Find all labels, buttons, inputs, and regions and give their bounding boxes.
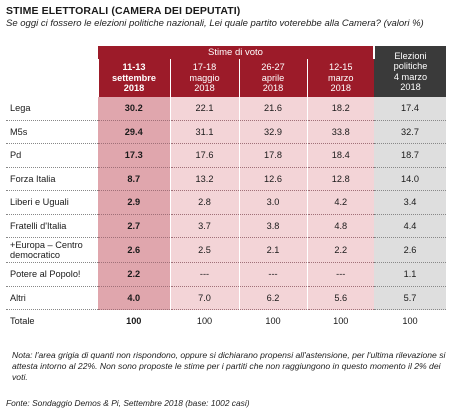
table-row: Liberi e Uguali 2.9 2.8 3.0 4.2 3.4	[6, 190, 446, 215]
total-row: Totale 100 100 100 100 100	[6, 309, 446, 333]
value-cell: 31.1	[169, 120, 239, 144]
value-cell: 22.1	[169, 97, 239, 121]
table-row: Lega 30.2 22.1 21.6 18.2 17.4	[6, 97, 446, 121]
value-cell: 2.8	[169, 190, 239, 215]
value-cell: 2.7	[98, 214, 170, 238]
party-name: Potere al Popolo!	[6, 262, 98, 287]
value-cell: 30.2	[98, 97, 170, 121]
value-cell: 17.8	[238, 143, 307, 168]
table-row: Altri 4.0 7.0 6.2 5.6 5.7	[6, 286, 446, 310]
value-cell: 4.0	[98, 286, 170, 310]
value-cell: 3.0	[238, 190, 307, 215]
elezioni-header: Elezioni politiche 4 marzo 2018	[374, 46, 446, 97]
table-row: M5s 29.4 31.1 32.9 33.8 32.7	[6, 120, 446, 144]
value-cell: 18.4	[306, 143, 374, 168]
footnote: Nota: l'area grigia di quanti non rispon…	[12, 350, 446, 382]
stime-di-voto-header: Stime di voto	[98, 46, 375, 59]
value-cell: 17.3	[98, 143, 170, 168]
column-header: 17-18 maggio 2018	[169, 59, 239, 97]
total-label: Totale	[6, 309, 98, 333]
source-note: Fonte: Sondaggio Demos & Pi, Settembre 2…	[6, 398, 250, 408]
election-value-cell: 4.4	[374, 214, 446, 238]
value-cell: 2.2	[98, 262, 170, 287]
party-name: Liberi e Uguali	[6, 190, 98, 215]
value-cell: ---	[306, 262, 374, 287]
party-name: +Europa – Centro democratico	[6, 237, 98, 263]
party-name: M5s	[6, 120, 98, 144]
value-cell: 8.7	[98, 167, 170, 191]
party-name: Altri	[6, 286, 98, 310]
total-cell: 100	[98, 309, 170, 333]
election-value-cell: 2.6	[374, 237, 446, 263]
value-cell: 12.6	[238, 167, 307, 191]
value-cell: 21.6	[238, 97, 307, 121]
value-cell: 2.5	[169, 237, 239, 263]
value-cell: ---	[169, 262, 239, 287]
column-header: 12-15 marzo 2018	[306, 59, 374, 97]
value-cell: 12.8	[306, 167, 374, 191]
value-cell: 2.2	[306, 237, 374, 263]
table-row: Potere al Popolo! 2.2 --- --- --- 1.1	[6, 262, 446, 287]
table-row: Fratelli d'Italia 2.7 3.7 3.8 4.8 4.4	[6, 214, 446, 238]
value-cell: 17.6	[169, 143, 239, 168]
value-cell: 7.0	[169, 286, 239, 310]
table-row: Forza Italia 8.7 13.2 12.6 12.8 14.0	[6, 167, 446, 191]
value-cell: 3.7	[169, 214, 239, 238]
total-cell: 100	[306, 309, 374, 333]
value-cell: ---	[238, 262, 307, 287]
value-cell: 33.8	[306, 120, 374, 144]
value-cell: 32.9	[238, 120, 307, 144]
total-cell: 100	[374, 309, 446, 333]
value-cell: 3.8	[238, 214, 307, 238]
party-name: Forza Italia	[6, 167, 98, 191]
value-cell: 4.8	[306, 214, 374, 238]
table-row: Pd 17.3 17.6 17.8 18.4 18.7	[6, 143, 446, 168]
estimates-table: Stime di voto Elezioni politiche 4 marzo…	[6, 46, 446, 333]
column-header: 11-13 settembre 2018	[97, 59, 170, 97]
election-value-cell: 18.7	[374, 143, 446, 168]
election-value-cell: 1.1	[374, 262, 446, 287]
table-row: +Europa – Centro democratico 2.6 2.5 2.1…	[6, 237, 446, 263]
election-value-cell: 17.4	[374, 97, 446, 121]
chart-title: STIME ELETTORALI (CAMERA DEI DEPUTATI)	[6, 5, 241, 17]
total-cell: 100	[238, 309, 307, 333]
value-cell: 6.2	[238, 286, 307, 310]
value-cell: 18.2	[306, 97, 374, 121]
value-cell: 2.6	[98, 237, 170, 263]
election-value-cell: 14.0	[374, 167, 446, 191]
election-value-cell: 5.7	[374, 286, 446, 310]
party-name: Lega	[6, 97, 98, 121]
value-cell: 5.6	[306, 286, 374, 310]
value-cell: 2.9	[98, 190, 170, 215]
election-value-cell: 3.4	[374, 190, 446, 215]
value-cell: 13.2	[169, 167, 239, 191]
value-cell: 2.1	[238, 237, 307, 263]
chart-subtitle: Se oggi ci fossero le elezioni politiche…	[6, 18, 424, 29]
party-name: Fratelli d'Italia	[6, 214, 98, 238]
total-cell: 100	[169, 309, 239, 333]
value-cell: 4.2	[306, 190, 374, 215]
column-header: 26-27 aprile 2018	[238, 59, 307, 97]
party-name: Pd	[6, 143, 98, 168]
election-value-cell: 32.7	[374, 120, 446, 144]
value-cell: 29.4	[98, 120, 170, 144]
